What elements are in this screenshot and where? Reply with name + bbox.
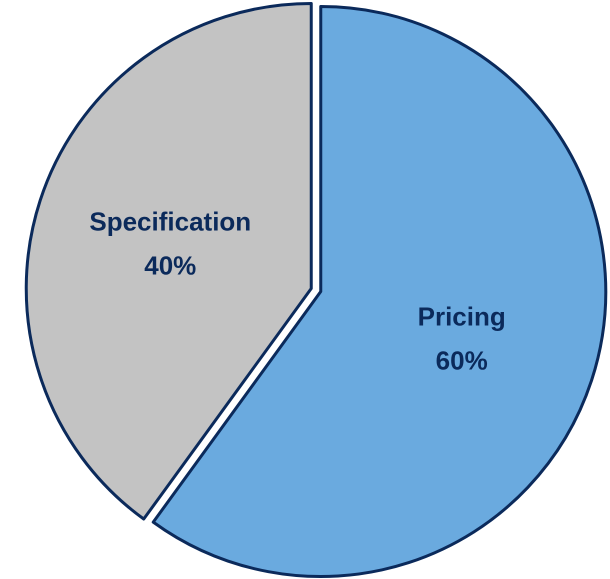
pie-label-name: Pricing [418,301,506,331]
pie-label-pricing: Pricing 60% [418,301,506,375]
pie-labels: Pricing 60% Specification 40% [89,207,505,376]
pie-label-value: 60% [436,345,488,375]
pie-slice-specification [24,1,313,521]
pie-label-specification: Specification 40% [89,207,251,281]
pie-slice-pricing [151,5,608,579]
pie-label-name: Specification [89,207,251,237]
pie-label-value: 40% [144,251,196,281]
pie-slices [24,1,608,579]
